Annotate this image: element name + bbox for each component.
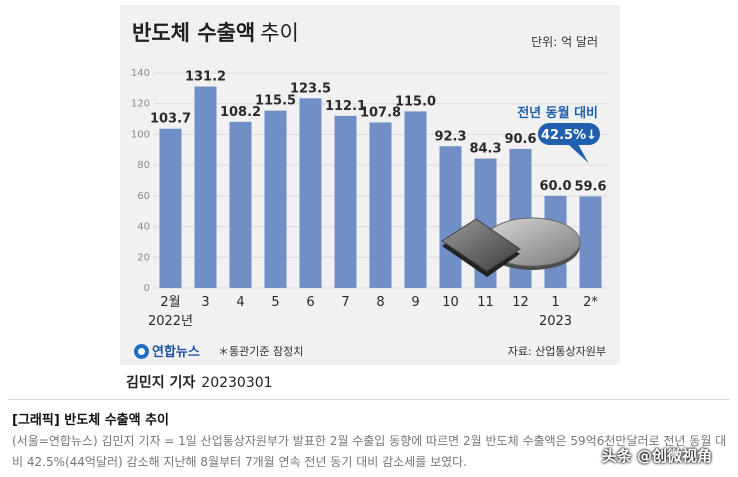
- x-tick-label: 10: [442, 295, 459, 310]
- y-tick-label: 80: [137, 160, 150, 171]
- value-label: 60.0: [539, 179, 571, 194]
- chart-title-main: 반도체 수출액: [132, 21, 256, 45]
- annotation-label: 전년 동월 대비: [517, 105, 598, 121]
- chart-title-sub: 추이: [260, 21, 299, 45]
- y-tick-label: 0: [144, 283, 150, 294]
- x-tick-label: 3: [201, 295, 209, 310]
- bar-0: [159, 128, 182, 288]
- watermark: 头条 @创微视角: [601, 447, 712, 465]
- source-label: 자료: 산업통상자원부: [507, 345, 606, 358]
- logo-text: 연합뉴스: [152, 345, 200, 360]
- x-tick-label: 2*: [583, 295, 598, 310]
- x-tick-label: 1: [551, 295, 559, 310]
- y-tick-label: 40: [137, 222, 150, 233]
- byline-name: 김민지 기자: [126, 375, 196, 391]
- value-label: 59.6: [574, 179, 606, 194]
- x-tick-label: 4: [236, 295, 244, 310]
- y-tick-label: 100: [131, 129, 150, 140]
- annotation-pointer: [568, 144, 589, 163]
- chart-card: 반도체 수출액 추이 단위: 억 달러 0 20 40 60 80 100 120 140 103…: [120, 5, 620, 365]
- divider: [8, 399, 730, 400]
- x-tick-label: 8: [376, 295, 384, 310]
- value-label: 123.5: [290, 81, 331, 96]
- x-year-label: 2022년: [148, 314, 193, 329]
- bar-5: [334, 115, 357, 288]
- x-year-label: 2023: [539, 314, 572, 329]
- yonhap-logo: 연합뉴스: [134, 341, 200, 360]
- bar-3: [264, 110, 287, 288]
- chart-title: 반도체 수출액 추이: [132, 17, 299, 47]
- value-label: 115.5: [255, 94, 296, 109]
- annotation-badge: [538, 123, 600, 145]
- bar-1: [194, 86, 217, 288]
- y-tick-label: 20: [137, 252, 150, 263]
- x-tick-label: 2월: [160, 295, 180, 310]
- bar-12: [579, 196, 602, 288]
- x-tick-label: 7: [341, 295, 349, 310]
- article-body: (서울=연합뉴스) 김민지 기자 = 1일 산업통상자원부가 발표한 2월 수출…: [12, 434, 727, 469]
- x-tick-label: 5: [271, 295, 279, 310]
- value-label: 112.1: [325, 99, 366, 114]
- value-label: 90.6: [504, 132, 536, 147]
- byline-date: 20230301: [201, 375, 273, 391]
- bar-4: [299, 98, 322, 288]
- footnote: ＊통관기준 잠정치: [218, 345, 304, 358]
- annotation-value: 42.5%↓: [541, 128, 597, 143]
- yonhap-logo-icon: [134, 344, 149, 359]
- byline: 김민지 기자 20230301: [126, 372, 273, 392]
- value-label: 84.3: [469, 142, 501, 157]
- y-tick-label: 140: [131, 68, 150, 79]
- value-label: 103.7: [150, 112, 191, 127]
- value-label: 131.2: [185, 70, 226, 85]
- bar-2: [229, 121, 252, 288]
- y-tick-label: 60: [137, 191, 150, 202]
- x-tick-label: 11: [477, 295, 494, 310]
- x-tick-label: 12: [512, 295, 529, 310]
- y-tick-label: 120: [131, 99, 150, 110]
- bar-7: [404, 111, 427, 289]
- semiconductor-wafer-icon: [441, 217, 581, 277]
- value-label: 108.2: [220, 105, 261, 120]
- value-label: 92.3: [434, 129, 466, 144]
- bar-chart: 020406080100120140103.7131.2108.2115.512…: [131, 68, 608, 329]
- x-tick-label: 9: [411, 295, 419, 310]
- value-label: 115.0: [395, 94, 436, 109]
- bar-6: [369, 122, 392, 288]
- x-tick-label: 6: [306, 295, 314, 310]
- article-title: [그래픽] 반도체 수출액 추이: [12, 413, 170, 428]
- value-label: 107.8: [360, 105, 401, 120]
- bar-8: [439, 146, 462, 288]
- unit-label: 단위: 억 달러: [531, 35, 598, 49]
